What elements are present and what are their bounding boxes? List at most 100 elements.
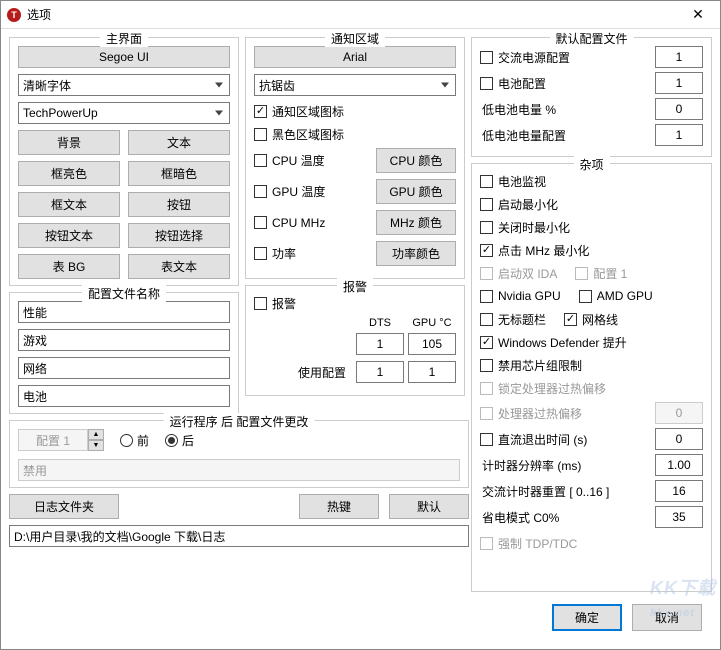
grid-label: 网格线 — [582, 311, 618, 328]
black-icon-checkbox[interactable]: 黑色区域图标 — [254, 125, 456, 143]
profile-2-input[interactable]: 游戏 — [18, 329, 230, 351]
cpu-mhz-checkbox[interactable]: CPU MHz — [254, 214, 370, 232]
click-mhz-checkbox[interactable]: 点击 MHz 最小化 — [480, 241, 703, 259]
after-radio[interactable]: 后 — [165, 432, 194, 449]
force-tdp-checkbox: 强制 TDP/TDC — [480, 534, 703, 552]
close-min-checkbox[interactable]: 关闭时最小化 — [480, 218, 703, 236]
ac-timer-value[interactable]: 16 — [655, 480, 703, 502]
batt-checkbox[interactable]: 电池配置 — [480, 74, 655, 92]
alarm-v3-input[interactable]: 1 — [356, 361, 404, 383]
defender-label: Windows Defender 提升 — [498, 334, 627, 351]
click-mhz-label: 点击 MHz 最小化 — [498, 242, 589, 259]
ac-label: 交流电源配置 — [498, 49, 570, 66]
profile-1-input[interactable]: 性能 — [18, 301, 230, 323]
batt-mon-label: 电池监视 — [498, 173, 546, 190]
profiles-group: 配置文件名称 性能 游戏 网络 电池 — [9, 292, 239, 414]
batt-value[interactable]: 1 — [655, 72, 703, 94]
alarm-enable-label: 报警 — [272, 295, 296, 312]
profile-spinner[interactable]: 配置 1 ▲▼ — [18, 429, 104, 451]
power-checkbox[interactable]: 功率 — [254, 245, 370, 263]
notify-font-button[interactable]: Arial — [254, 46, 456, 68]
default-profile-group: 默认配置文件 交流电源配置 1 电池配置 1 低电池电量 % 0 低电池电量配置… — [471, 37, 712, 157]
nvidia-checkbox[interactable]: Nvidia GPU — [480, 287, 561, 305]
close-min-label: 关闭时最小化 — [498, 219, 570, 236]
profile-spinner-value: 配置 1 — [18, 429, 88, 451]
run-after-group: 运行程序 后 配置文件更改 配置 1 ▲▼ 前 后 禁用 — [9, 420, 469, 488]
dual-ida-label: 启动双 IDA — [498, 265, 557, 282]
ac-value[interactable]: 1 — [655, 46, 703, 68]
low-pct-value[interactable]: 0 — [655, 98, 703, 120]
default-profile-title: 默认配置文件 — [549, 30, 633, 47]
dc-exit-checkbox[interactable]: 直流退出时间 (s) — [480, 430, 655, 448]
dc-exit-value[interactable]: 0 — [655, 428, 703, 450]
cancel-button[interactable]: 取消 — [632, 604, 702, 631]
ac-timer-label: 交流计时器重置 [ 0..16 ] — [480, 483, 655, 500]
app-icon: T — [7, 8, 21, 22]
grid-checkbox[interactable]: 网格线 — [564, 310, 618, 328]
table-text-button[interactable]: 表文本 — [128, 254, 230, 279]
cpu-temp-label: CPU 温度 — [272, 152, 325, 169]
log-folder-button[interactable]: 日志文件夹 — [9, 494, 119, 519]
alarm-v4-input[interactable]: 1 — [408, 361, 456, 383]
mhz-color-button[interactable]: MHz 颜色 — [376, 210, 456, 235]
clear-font-select[interactable]: 清晰字体 — [18, 74, 230, 96]
ac-checkbox[interactable]: 交流电源配置 — [480, 48, 655, 66]
button-sel-button[interactable]: 按钮选择 — [128, 223, 230, 248]
amd-label: AMD GPU — [597, 289, 653, 303]
spinner-down-icon[interactable]: ▼ — [88, 440, 104, 451]
titlebar: T 选项 ✕ — [1, 1, 720, 29]
batt-label: 电池配置 — [498, 75, 546, 92]
use-profile-label: 使用配置 — [254, 364, 352, 381]
power-color-button[interactable]: 功率颜色 — [376, 241, 456, 266]
run-after-disabled-input[interactable]: 禁用 — [18, 459, 460, 481]
alarm-dts-input[interactable]: 1 — [356, 333, 404, 355]
batt-mon-checkbox[interactable]: 电池监视 — [480, 172, 703, 190]
cfg1-label: 配置 1 — [593, 265, 627, 282]
misc-group: 杂项 电池监视 启动最小化 关闭时最小化 点击 MHz 最小化 启动双 IDA … — [471, 163, 712, 592]
start-min-checkbox[interactable]: 启动最小化 — [480, 195, 703, 213]
bg-button[interactable]: 背景 — [18, 130, 120, 155]
profile-4-input[interactable]: 电池 — [18, 385, 230, 407]
cpu-color-button[interactable]: CPU 颜色 — [376, 148, 456, 173]
cpu-temp-checkbox[interactable]: CPU 温度 — [254, 152, 370, 170]
frame-text-button[interactable]: 框文本 — [18, 192, 120, 217]
notitle-checkbox[interactable]: 无标题栏 — [480, 310, 546, 328]
frame-bright-button[interactable]: 框亮色 — [18, 161, 120, 186]
tray-icon-checkbox[interactable]: 通知区域图标 — [254, 102, 456, 120]
alarm-gpu-input[interactable]: 105 — [408, 333, 456, 355]
alarm-group: 报警 报警 DTS GPU °C 1 105 使用配置 1 1 — [245, 285, 465, 396]
frame-dark-button[interactable]: 框暗色 — [128, 161, 230, 186]
before-label: 前 — [137, 432, 149, 449]
black-icon-label: 黑色区域图标 — [272, 126, 344, 143]
table-bg-button[interactable]: 表 BG — [18, 254, 120, 279]
power-save-value[interactable]: 35 — [655, 506, 703, 528]
notify-title: 通知区域 — [325, 30, 385, 47]
ok-button[interactable]: 确定 — [552, 604, 622, 631]
dc-exit-label: 直流退出时间 (s) — [498, 431, 587, 448]
timer-res-value[interactable]: 1.00 — [655, 454, 703, 476]
gpu-color-button[interactable]: GPU 颜色 — [376, 179, 456, 204]
alarm-checkbox[interactable]: 报警 — [254, 294, 456, 312]
run-after-title: 运行程序 后 配置文件更改 — [164, 413, 315, 430]
chipset-checkbox[interactable]: 禁用芯片组限制 — [480, 356, 703, 374]
throttle-value: 0 — [655, 402, 703, 424]
low-cfg-value[interactable]: 1 — [655, 124, 703, 146]
misc-title: 杂项 — [573, 156, 609, 173]
defender-checkbox[interactable]: Windows Defender 提升 — [480, 333, 703, 351]
gpu-temp-checkbox[interactable]: GPU 温度 — [254, 183, 370, 201]
low-pct-label: 低电池电量 % — [480, 101, 655, 118]
close-icon[interactable]: ✕ — [682, 6, 714, 23]
amd-checkbox[interactable]: AMD GPU — [579, 287, 653, 305]
text-button[interactable]: 文本 — [128, 130, 230, 155]
profile-3-input[interactable]: 网络 — [18, 357, 230, 379]
antialias-select[interactable]: 抗锯齿 — [254, 74, 456, 96]
throttle-checkbox: 处理器过热偏移 — [480, 404, 655, 422]
before-radio[interactable]: 前 — [120, 432, 149, 449]
theme-select[interactable]: TechPowerUp — [18, 102, 230, 124]
button-color-button[interactable]: 按钮 — [128, 192, 230, 217]
spinner-up-icon[interactable]: ▲ — [88, 429, 104, 440]
start-min-label: 启动最小化 — [498, 196, 558, 213]
notify-group: 通知区域 Arial 抗锯齿 通知区域图标 黑色区域图标 CPU 温度 CPU … — [245, 37, 465, 279]
button-text-button[interactable]: 按钮文本 — [18, 223, 120, 248]
font-button[interactable]: Segoe UI — [18, 46, 230, 68]
